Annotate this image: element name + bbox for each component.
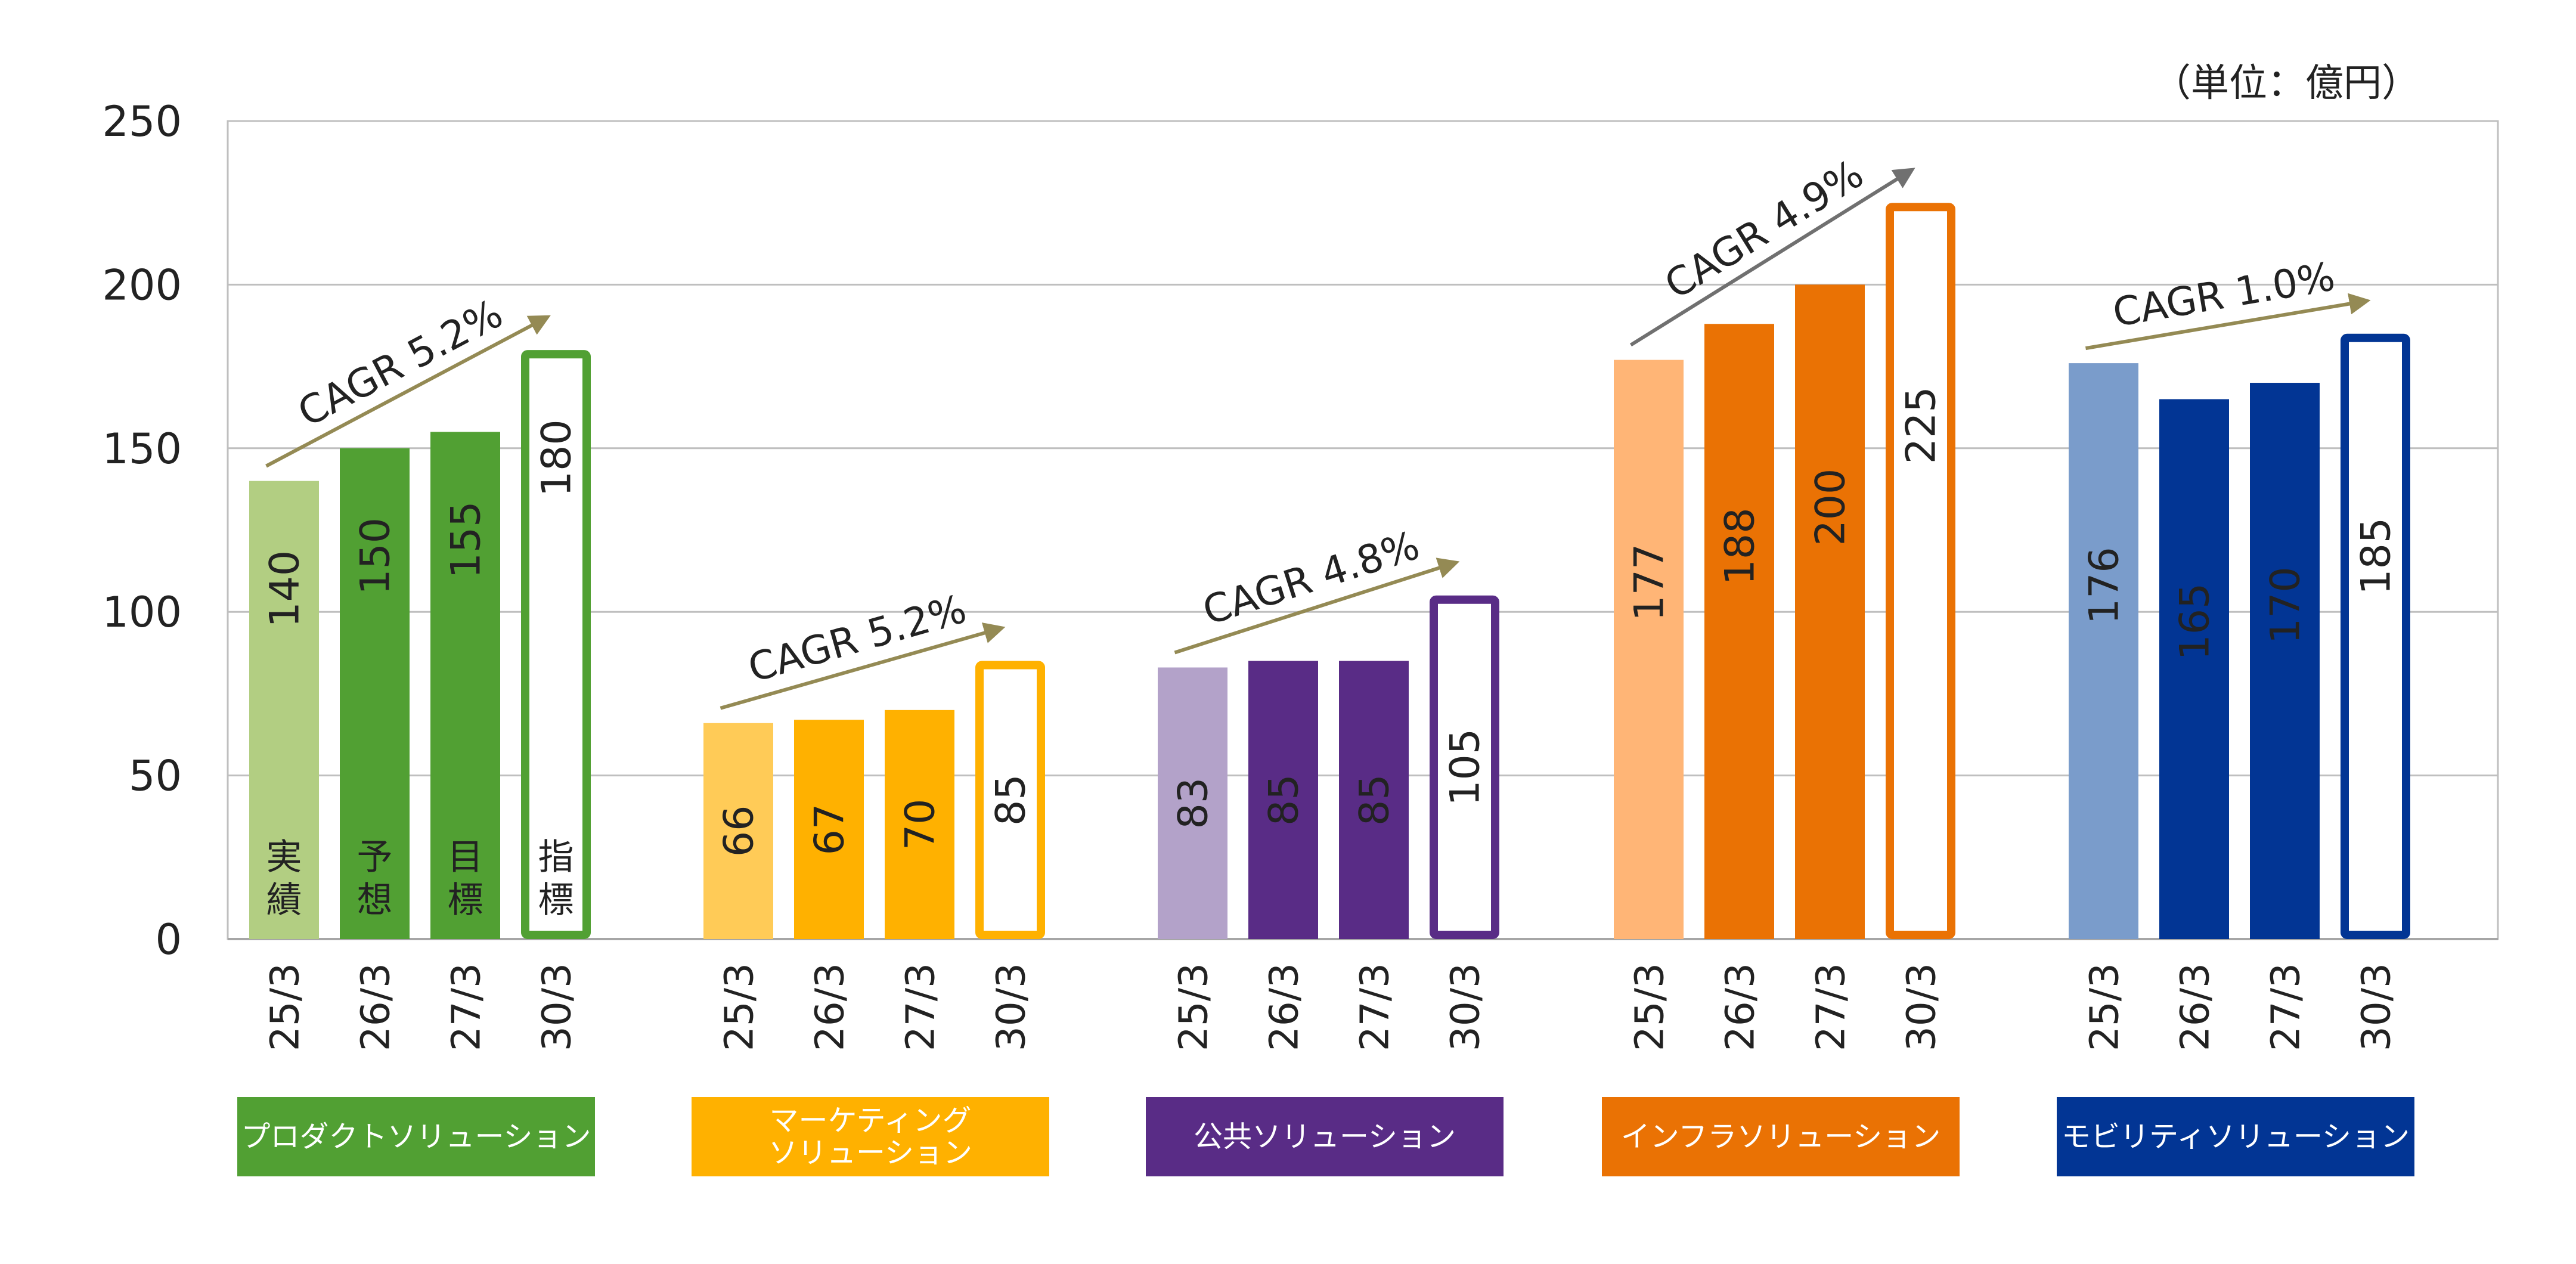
x-tick-label: 25/3 xyxy=(1171,963,1217,1051)
unit-label: （単位：億円） xyxy=(2153,61,2420,106)
bar xyxy=(1430,595,1499,939)
x-tick-label: 30/3 xyxy=(1443,963,1489,1051)
cagr-arrow xyxy=(720,622,1006,710)
bar-note-label: 予想 xyxy=(357,837,393,921)
x-tick-label: 26/3 xyxy=(1718,963,1763,1051)
bar xyxy=(975,661,1045,940)
bar xyxy=(521,350,591,939)
cagr-arrow xyxy=(1174,557,1460,655)
cagr-label: CAGR 5.2% xyxy=(290,290,510,436)
y-tick-label: 150 xyxy=(102,425,182,473)
x-tick-label: 30/3 xyxy=(2354,963,2400,1051)
bar-value-label: 140 xyxy=(262,550,309,628)
x-tick-label: 26/3 xyxy=(2172,963,2218,1051)
x-tick-label: 27/3 xyxy=(444,963,489,1051)
bar xyxy=(2069,363,2138,939)
bar xyxy=(1248,661,1318,939)
bar-value-label: 188 xyxy=(1717,508,1764,585)
bar-note-label: 実績 xyxy=(266,837,302,921)
bar-note-label: 目標 xyxy=(448,837,483,921)
cagr-label: CAGR 5.2% xyxy=(743,585,971,691)
x-tick-label: 26/3 xyxy=(1261,963,1307,1051)
group-badge: マーケティング ソリューション xyxy=(692,1097,1049,1176)
y-tick-label: 100 xyxy=(102,588,182,637)
bar xyxy=(1795,284,1865,939)
x-tick-label: 30/3 xyxy=(988,963,1034,1051)
bar-value-label: 225 xyxy=(1898,386,1945,464)
bar xyxy=(430,432,500,939)
y-tick-label: 0 xyxy=(155,915,182,964)
bar-value-label: 180 xyxy=(534,419,581,497)
x-tick-label: 26/3 xyxy=(353,963,399,1051)
x-tick-label: 25/3 xyxy=(1627,963,1673,1051)
text-layer: 0 50 100 150 200 250 140 実績 25/3 150 予想 26/3 155 目標 27… xyxy=(102,97,2400,1051)
y-tick-label: 250 xyxy=(102,97,182,146)
cagr-arrow xyxy=(2085,293,2371,351)
x-tick-label: 25/3 xyxy=(262,963,308,1051)
bar-value-label: 185 xyxy=(2353,518,2400,595)
bar-value-label: 105 xyxy=(1442,729,1489,806)
bar xyxy=(1704,324,1774,939)
group-badge: 公共ソリューション xyxy=(1146,1097,1504,1176)
cagr-label: CAGR 4.8% xyxy=(1197,522,1424,634)
bar xyxy=(885,710,954,939)
bar-value-label: 155 xyxy=(443,501,490,579)
x-tick-label: 30/3 xyxy=(534,963,580,1051)
bar-value-label: 83 xyxy=(1170,777,1217,829)
group-badge: プロダクトソリューション xyxy=(237,1097,595,1176)
x-tick-label: 27/3 xyxy=(898,963,944,1051)
bar xyxy=(249,481,319,939)
group-badge: モビリティソリューション xyxy=(2057,1097,2414,1176)
bar xyxy=(1614,360,1684,939)
bar-value-label: 85 xyxy=(988,774,1035,826)
x-tick-label: 30/3 xyxy=(1899,963,1945,1051)
bar-value-label: 66 xyxy=(716,806,763,857)
x-tick-label: 27/3 xyxy=(1808,963,1854,1051)
bar-value-label: 85 xyxy=(1351,774,1399,826)
bar-value-label: 177 xyxy=(1626,544,1673,621)
bar-value-label: 176 xyxy=(2081,547,2128,624)
bar-value-label: 67 xyxy=(807,804,854,856)
bar xyxy=(340,448,410,939)
bar-value-label: 85 xyxy=(1261,774,1308,826)
y-tick-label: 50 xyxy=(129,752,182,801)
cagr-arrow xyxy=(265,315,551,468)
bar-value-label: 200 xyxy=(1808,469,1855,546)
x-tick-label: 25/3 xyxy=(2082,963,2128,1051)
bar xyxy=(1339,661,1409,939)
bar xyxy=(2159,399,2229,939)
x-tick-label: 27/3 xyxy=(1352,963,1398,1051)
y-tick-label: 200 xyxy=(102,261,182,309)
bar-value-label: 165 xyxy=(2172,583,2219,661)
group-badge: インフラソリューション xyxy=(1602,1097,1960,1176)
x-tick-label: 25/3 xyxy=(717,963,762,1051)
bar xyxy=(794,720,864,939)
bars-layer xyxy=(249,203,2410,940)
bar xyxy=(703,723,773,939)
bar-value-label: 70 xyxy=(897,799,944,851)
bar-note-label: 指標 xyxy=(538,837,574,921)
cagr-arrow xyxy=(1629,168,1915,347)
bar xyxy=(2250,383,2320,939)
x-tick-label: 27/3 xyxy=(2263,963,2309,1051)
x-tick-label: 26/3 xyxy=(807,963,853,1051)
bar xyxy=(1886,203,1955,940)
bar-value-label: 170 xyxy=(2262,566,2310,644)
bar xyxy=(1158,667,1227,939)
bar xyxy=(2341,333,2410,939)
bar-value-label: 150 xyxy=(352,518,399,595)
